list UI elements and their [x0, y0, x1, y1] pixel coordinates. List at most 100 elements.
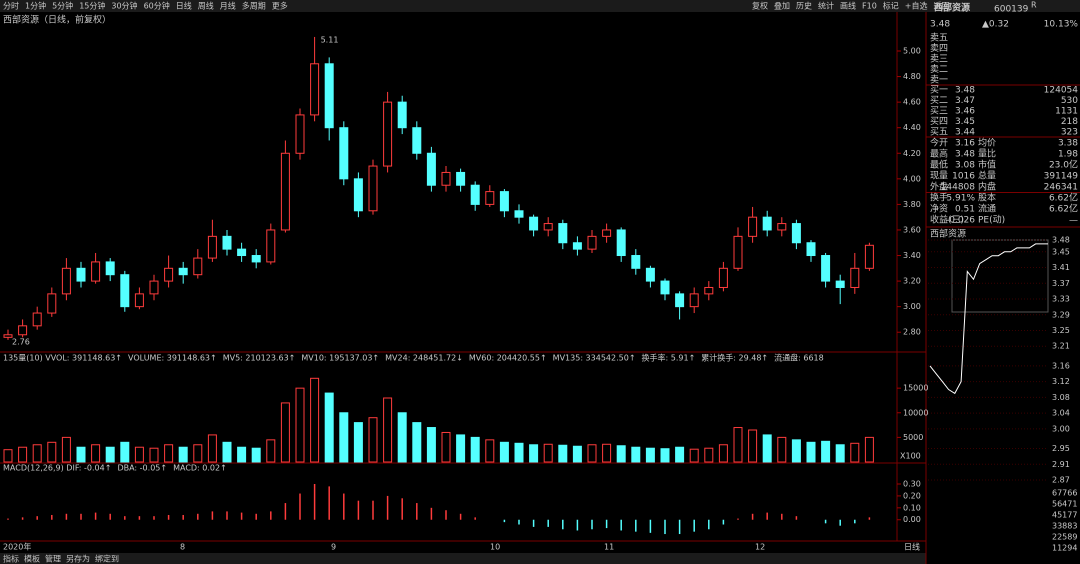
- stat-value: 6.62亿: [1049, 203, 1078, 215]
- candle-body: [762, 216, 772, 231]
- bid-volume: 530: [1061, 96, 1078, 106]
- candle-body: [32, 312, 42, 327]
- volume-bar: [850, 442, 860, 463]
- volume-bar: [572, 445, 582, 463]
- ask-label: 卖三: [930, 54, 948, 65]
- date-label: 11: [604, 543, 614, 552]
- volume-bar: [821, 440, 831, 463]
- candle-body: [514, 210, 524, 218]
- toolbar-button[interactable]: 标记: [883, 1, 899, 11]
- period-tab[interactable]: 周线: [198, 1, 214, 11]
- volume-bar: [660, 448, 670, 463]
- toolbar-button[interactable]: 复权: [752, 1, 768, 11]
- mini-tick-label: 2.87: [1052, 476, 1070, 485]
- period-tab[interactable]: 15分钟: [79, 1, 105, 11]
- period-tab[interactable]: 多周期: [242, 1, 266, 11]
- volume-bar: [704, 447, 714, 463]
- candle-body: [704, 286, 714, 295]
- volume-bar: [61, 436, 71, 463]
- mini-volume-tick: 56471: [1052, 500, 1077, 509]
- candle-body: [850, 267, 860, 288]
- bottom-tab[interactable]: 管理: [45, 554, 61, 564]
- toolbar-button[interactable]: +自选: [905, 1, 928, 11]
- candle-body: [499, 191, 509, 212]
- toolbar-button[interactable]: 统计: [818, 1, 834, 11]
- toolbar-button[interactable]: 历史: [796, 1, 812, 11]
- low-label: 2.76: [12, 337, 30, 346]
- stat-label: 收益(三): [930, 214, 964, 226]
- volume-bar: [748, 429, 758, 463]
- period-tab[interactable]: 60分钟: [144, 1, 170, 11]
- candle-body: [412, 127, 422, 154]
- mini-tick-label: 3.45: [1052, 247, 1070, 256]
- y-tick-label: 3.60: [903, 225, 921, 234]
- bid-price: 3.45: [955, 117, 975, 127]
- mini-period: 日线: [904, 542, 920, 552]
- candle-body: [18, 325, 28, 336]
- date-label: 9: [331, 543, 336, 552]
- volume-bar: [353, 422, 363, 463]
- toolbar-button[interactable]: 返回: [933, 2, 949, 11]
- bottom-tab[interactable]: 模板: [24, 554, 40, 564]
- stat-label: 流通: [978, 203, 996, 215]
- bid-label: 买五: [930, 127, 948, 138]
- volume-bar: [47, 441, 57, 463]
- stat-value: 144808: [941, 183, 976, 193]
- ask-label: 卖二: [930, 64, 948, 75]
- bottom-tab[interactable]: 指标: [3, 554, 19, 564]
- period-tab[interactable]: 月线: [220, 1, 236, 11]
- indicator-label: MV5: 210123.63↑: [223, 354, 296, 363]
- toolbar-button[interactable]: 叠加: [774, 1, 790, 11]
- volume-bar: [222, 441, 232, 463]
- toolbar-button[interactable]: F10: [862, 2, 877, 11]
- y-tick-label: 4.00: [903, 174, 921, 183]
- bid-label: 买四: [930, 116, 948, 127]
- volume-bar: [835, 444, 845, 463]
- volume-bar: [368, 417, 378, 463]
- candle-body: [105, 261, 115, 276]
- mini-tick-label: 3.33: [1052, 295, 1070, 304]
- candle-body: [193, 257, 203, 276]
- volume-bar: [806, 441, 816, 463]
- ask-label: 卖四: [930, 43, 948, 54]
- intraday-line: [929, 243, 1048, 395]
- volume-bar: [499, 441, 509, 463]
- stat-value: 3.48: [955, 150, 975, 160]
- volume-bar: [324, 392, 334, 463]
- y-tick-label: 4.80: [903, 72, 921, 81]
- volume-bar: [733, 427, 743, 463]
- y-tick-label: 0.00: [903, 515, 921, 524]
- period-tab[interactable]: 30分钟: [111, 1, 137, 11]
- bottom-tab[interactable]: 绑定到: [95, 554, 119, 564]
- period-tab[interactable]: 日线: [176, 1, 192, 11]
- candle-body: [777, 223, 787, 231]
- y-tick-label: 3.40: [903, 251, 921, 260]
- candle-body: [3, 334, 13, 338]
- period-tab[interactable]: 更多: [272, 1, 288, 11]
- y-tick-label: 4.40: [903, 123, 921, 132]
- candle-body: [120, 274, 130, 308]
- volume-bar: [675, 446, 685, 463]
- period-tab[interactable]: 1分钟: [25, 1, 46, 11]
- y-tick-label: 0.30: [903, 480, 921, 489]
- stat-label: 最低: [930, 159, 948, 171]
- period-tab[interactable]: 分时: [3, 1, 19, 11]
- volume-bar: [76, 446, 86, 463]
- mini-tick-label: 2.91: [1052, 460, 1070, 469]
- candle-body: [91, 261, 101, 282]
- stat-value: 3.38: [1058, 139, 1078, 149]
- indicator-label: DBA: -0.05↑: [117, 464, 167, 473]
- indicator-label: 135量(10) VVOL: 391148.63↑: [3, 354, 122, 363]
- chart-title: 西部资源（日线，前复权）: [3, 14, 111, 26]
- volume-bar: [105, 446, 115, 463]
- stat-label: 外盘: [930, 181, 948, 193]
- volume-bar: [339, 412, 349, 463]
- candle-body: [645, 267, 655, 282]
- bottom-tab[interactable]: 另存为: [66, 554, 90, 564]
- toolbar-button[interactable]: 画线: [840, 1, 856, 11]
- volume-bar: [777, 436, 787, 463]
- candle-body: [543, 223, 553, 231]
- period-tab[interactable]: 5分钟: [52, 1, 73, 11]
- volume-bar: [543, 443, 553, 463]
